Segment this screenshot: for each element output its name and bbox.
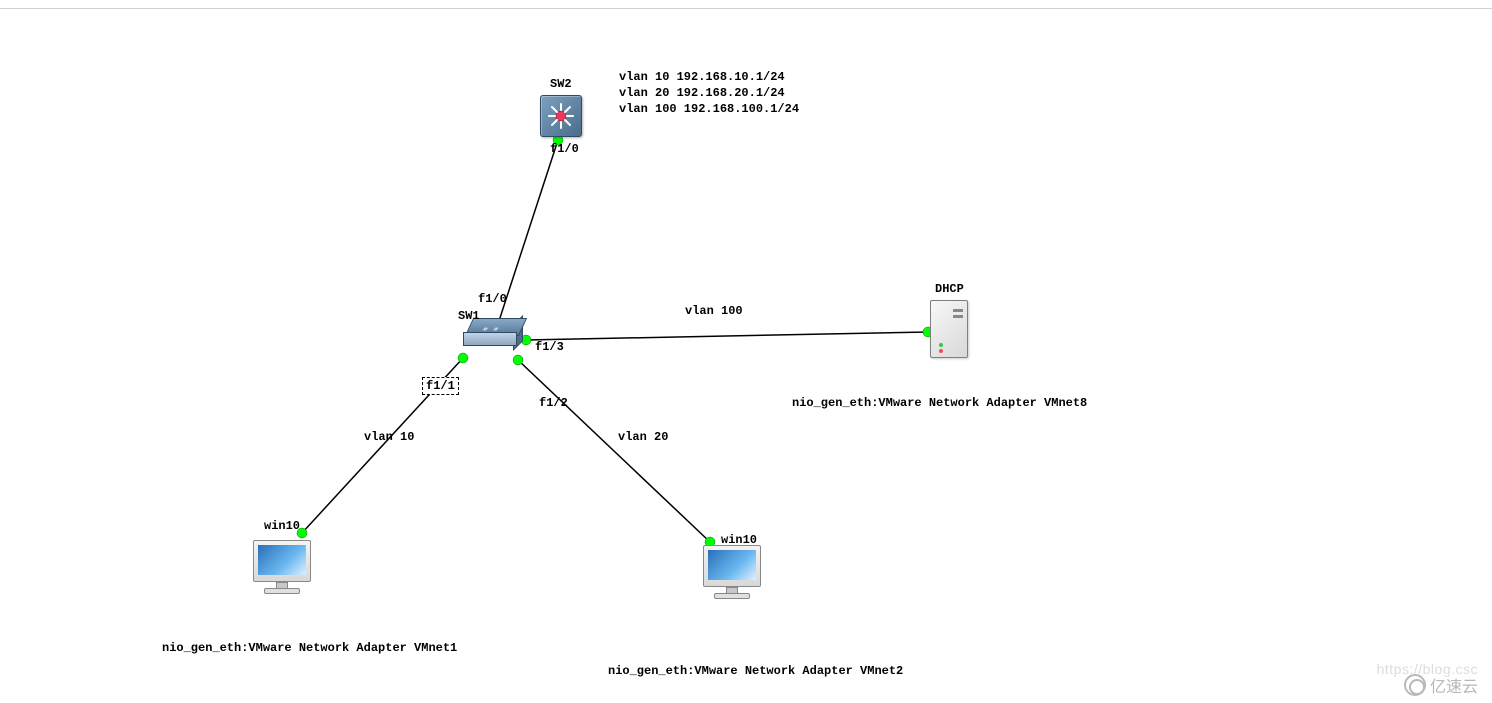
device-win10-left[interactable] xyxy=(250,540,314,602)
link-vlan20: vlan 20 xyxy=(618,430,668,444)
watermark-brand-text: 亿速云 xyxy=(1430,673,1478,697)
device-win10-right[interactable] xyxy=(700,545,764,607)
dhcp-caption: nio_gen_eth:VMware Network Adapter VMnet… xyxy=(792,396,1087,410)
sw2-label: SW2 xyxy=(550,77,572,91)
watermark-brand: 亿速云 xyxy=(1404,673,1478,697)
port-sw1-f12: f1/2 xyxy=(539,396,568,410)
sw1-label: SW1 xyxy=(458,309,480,323)
device-sw2[interactable] xyxy=(540,95,582,137)
win10-left-label: win10 xyxy=(264,519,300,533)
port-sw2-f10: f1/0 xyxy=(550,142,579,156)
port-sw1-f11: f1/1 xyxy=(422,377,459,395)
device-dhcp[interactable] xyxy=(930,300,968,358)
vlan-config-text: vlan 10 192.168.10.1/24 vlan 20 192.168.… xyxy=(619,69,799,118)
port-sw1-f13: f1/3 xyxy=(535,340,564,354)
link-vlan10: vlan 10 xyxy=(364,430,414,444)
win10-right-caption: nio_gen_eth:VMware Network Adapter VMnet… xyxy=(608,664,903,678)
dhcp-label: DHCP xyxy=(935,282,964,296)
port-sw1-f10: f1/0 xyxy=(478,292,507,306)
win10-right-label: win10 xyxy=(721,533,757,547)
link-vlan100: vlan 100 xyxy=(685,304,743,318)
win10-left-caption: nio_gen_eth:VMware Network Adapter VMnet… xyxy=(162,641,457,655)
